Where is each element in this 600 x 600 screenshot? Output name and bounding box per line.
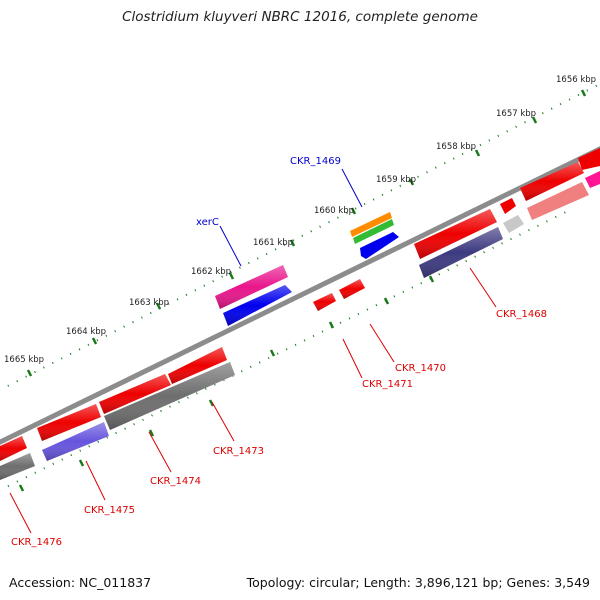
tick-label: 1663 kbp bbox=[129, 298, 169, 308]
tick-label: 1658 kbp bbox=[436, 142, 476, 152]
reverse-features[interactable] bbox=[0, 182, 589, 480]
genome-backbone bbox=[0, 146, 600, 445]
outer-tick-track bbox=[0, 83, 600, 392]
gene-label-xerc[interactable]: xerC bbox=[196, 217, 219, 228]
tick-label: 1659 kbp bbox=[376, 175, 416, 185]
gene-label-ckr1470[interactable]: CKR_1470 bbox=[395, 363, 446, 374]
inner-tick-track bbox=[0, 209, 571, 492]
gene-label-ckr1471[interactable]: CKR_1471 bbox=[362, 379, 413, 390]
gene-label-ckr1475[interactable]: CKR_1475 bbox=[84, 505, 135, 516]
gene-feature-ckr1475[interactable] bbox=[37, 404, 109, 461]
tick-label: 1662 kbp bbox=[191, 267, 231, 277]
major-ticks-inner bbox=[18, 275, 435, 492]
tick-label: 1656 kbp bbox=[556, 75, 596, 85]
gene-feature-ckr1476[interactable] bbox=[0, 436, 35, 480]
gene-feature-ckr1474[interactable] bbox=[99, 374, 171, 414]
gene-feature-ckr1468[interactable] bbox=[414, 182, 589, 278]
tick-label: 1657 kbp bbox=[496, 109, 536, 119]
major-ticks-outer bbox=[26, 89, 587, 377]
forward-features[interactable] bbox=[215, 148, 600, 326]
gene-feature-ckr1473[interactable] bbox=[104, 347, 235, 430]
accession-text: Accession: NC_011837 bbox=[9, 575, 152, 590]
gene-feature-ckr1471[interactable] bbox=[313, 293, 336, 311]
gene-labels[interactable]: CKR_1469 xerC CKR_1468 CKR_1470 CKR_1471… bbox=[11, 156, 547, 548]
tick-label: 1664 kbp bbox=[66, 327, 106, 337]
map-title: Clostridium kluyveri NBRC 12016, complet… bbox=[122, 9, 478, 25]
tick-label: 1661 kbp bbox=[253, 238, 293, 248]
gene-feature-ckr1469[interactable] bbox=[350, 212, 399, 259]
gene-label-ckr1468[interactable]: CKR_1468 bbox=[496, 309, 547, 320]
gene-feature-xerc[interactable] bbox=[215, 265, 292, 326]
tick-label: 1660 kbp bbox=[314, 206, 354, 216]
topology-text: Topology: circular; Length: 3,896,121 bp… bbox=[246, 575, 590, 590]
gene-label-ckr1469[interactable]: CKR_1469 bbox=[290, 156, 341, 167]
gene-label-ckr1476[interactable]: CKR_1476 bbox=[11, 537, 62, 548]
gene-feature-ckr1470[interactable] bbox=[339, 279, 365, 299]
label-connectors bbox=[9, 168, 497, 534]
tick-label: 1665 kbp bbox=[4, 355, 44, 365]
gene-label-ckr1473[interactable]: CKR_1473 bbox=[213, 446, 264, 457]
gene-label-ckr1474[interactable]: CKR_1474 bbox=[150, 476, 201, 487]
tick-labels: 1656 kbp 1657 kbp 1658 kbp 1659 kbp 1660… bbox=[4, 75, 596, 365]
gene-feature-right[interactable] bbox=[520, 148, 600, 201]
